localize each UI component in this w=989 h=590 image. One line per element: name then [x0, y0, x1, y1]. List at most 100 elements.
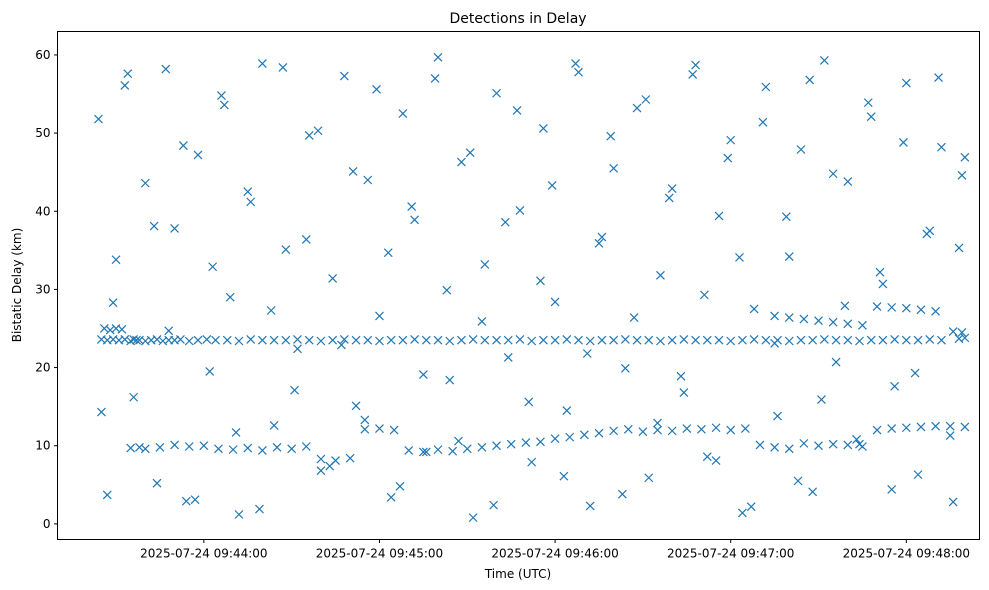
- data-point: [793, 476, 803, 486]
- data-point: [538, 335, 548, 345]
- data-point: [931, 306, 941, 316]
- data-point: [398, 335, 408, 345]
- data-point: [536, 437, 545, 447]
- data-point: [594, 428, 604, 438]
- data-point: [699, 290, 709, 300]
- data-point: [375, 311, 384, 321]
- data-point: [737, 335, 747, 345]
- data-point: [456, 157, 466, 167]
- data-point: [574, 67, 583, 77]
- data-point: [290, 385, 300, 395]
- data-point: [890, 335, 900, 344]
- data-point: [878, 279, 888, 289]
- data-point: [579, 430, 589, 440]
- data-point: [105, 325, 115, 335]
- data-point: [937, 335, 946, 345]
- data-point: [202, 335, 212, 344]
- data-point: [281, 245, 291, 254]
- data-point: [632, 335, 642, 345]
- data-point: [304, 335, 314, 345]
- data-point: [477, 442, 487, 452]
- data-point: [890, 381, 900, 391]
- data-point: [875, 267, 885, 277]
- x-tick-label: 2025-07-24 09:45:00: [316, 547, 443, 561]
- data-point: [269, 420, 279, 430]
- data-point: [758, 117, 768, 127]
- data-point: [667, 426, 677, 436]
- data-point: [843, 440, 853, 450]
- data-point: [313, 126, 323, 136]
- data-point: [746, 502, 756, 512]
- data-point: [328, 274, 338, 283]
- data-point: [375, 336, 384, 346]
- data-point: [609, 163, 619, 173]
- data-point: [140, 444, 150, 454]
- data-point: [934, 73, 943, 83]
- data-point: [301, 442, 311, 451]
- data-point: [898, 138, 908, 147]
- data-point: [339, 335, 349, 344]
- data-point: [512, 106, 522, 115]
- data-point: [99, 324, 109, 333]
- data-point: [632, 103, 642, 113]
- data-point: [957, 170, 967, 180]
- data-point: [852, 435, 861, 444]
- y-tick-label: 50: [35, 126, 50, 140]
- data-point: [538, 123, 548, 133]
- data-point: [726, 425, 736, 435]
- data-point: [140, 178, 150, 188]
- data-point: [749, 335, 759, 344]
- data-point: [799, 438, 809, 448]
- data-point: [819, 55, 829, 65]
- data-point: [433, 445, 443, 455]
- data-point: [688, 70, 698, 79]
- data-point: [711, 456, 721, 465]
- data-point: [149, 221, 159, 231]
- data-point: [831, 335, 841, 345]
- data-point: [623, 424, 633, 434]
- x-tick-label: 2025-07-24 09:46:00: [491, 547, 618, 561]
- data-point: [594, 238, 604, 248]
- data-point: [246, 197, 256, 207]
- data-point: [433, 52, 443, 62]
- plot-area: [94, 52, 970, 523]
- data-point: [410, 215, 420, 225]
- data-point: [843, 335, 853, 345]
- data-point: [714, 211, 724, 221]
- data-point: [948, 497, 958, 507]
- y-tick-label: 30: [35, 282, 50, 296]
- chart-title: Detections in Delay: [449, 11, 586, 27]
- data-point: [559, 471, 569, 481]
- data-point: [454, 436, 463, 446]
- data-point: [445, 336, 455, 346]
- data-point: [784, 444, 794, 454]
- data-point: [770, 338, 780, 348]
- data-point: [644, 335, 654, 345]
- data-point: [278, 63, 288, 72]
- data-point: [234, 510, 244, 519]
- data-point: [421, 447, 431, 457]
- data-point: [828, 169, 838, 179]
- data-point: [293, 344, 302, 354]
- data-point: [316, 454, 326, 464]
- data-point: [714, 335, 724, 345]
- data-point: [781, 212, 791, 222]
- data-point: [597, 335, 607, 345]
- data-point: [123, 69, 133, 79]
- data-point: [336, 340, 346, 350]
- data-point: [219, 100, 229, 110]
- data-point: [761, 82, 771, 92]
- data-point: [922, 229, 932, 239]
- data-point: [301, 234, 311, 244]
- data-point: [129, 392, 139, 402]
- y-axis-label: Bistatic Delay (km): [10, 228, 24, 343]
- data-point: [228, 445, 238, 455]
- data-point: [418, 447, 428, 457]
- data-point: [155, 442, 165, 452]
- data-point: [843, 177, 853, 186]
- data-point: [383, 248, 393, 258]
- data-point: [901, 423, 911, 433]
- data-point: [855, 336, 864, 346]
- data-point: [585, 501, 595, 511]
